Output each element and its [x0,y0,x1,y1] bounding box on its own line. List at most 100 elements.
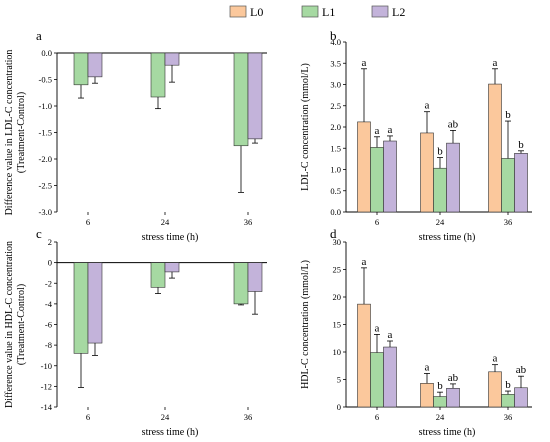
bar-l2-6 [383,346,397,408]
chart-panel-c: 2 0 -2 -4 -6 -8 -10 -12 -14 6 24 36 stress time (h) D… [4,226,267,438]
significance-label: a [362,256,367,268]
y-tick-label: -3.0 [39,207,52,217]
bar-l2-6 [87,262,103,344]
y-tick-label: -2.0 [39,154,52,164]
chart-panel-a: 0.0 -0.5 -1.0 -1.5 -2.0 -2.5 -3.0 6 24 36 stress t… [4,28,267,243]
x-tick-label: 6 [375,217,379,227]
significance-label: a [375,125,380,137]
bar-l1-24 [150,262,166,288]
y-tick-label: 20 [333,292,342,302]
y-tick-label: 4.0 [330,37,341,47]
panel-letter: d [330,226,337,241]
bar-l1-24 [433,396,447,408]
y-axis-label-line2: (Treatment-Control) [16,92,27,173]
bar-l1-24 [433,167,447,213]
significance-label: b [518,139,524,151]
panel-letter: c [36,226,42,241]
y-tick-label: 25 [333,265,342,275]
y-tick-label: -2 [45,278,52,288]
x-tick-label: 36 [504,217,513,227]
y-tick-label: 15 [333,320,342,330]
bar-l1-36 [233,52,249,147]
bar-l2-24 [446,387,460,408]
chart-panel-b: 0.00.51.01.52.02.53.03.54.0aa a6abab24abb… [300,28,532,243]
legend: L0 L1 L2 [229,5,405,19]
y-tick-label: 3.0 [330,80,341,90]
x-axis-label: stress time (h) [419,427,476,438]
legend-swatch-l0 [229,5,247,18]
significance-label: a [362,57,367,69]
y-tick-label: 1.0 [330,165,341,175]
bar-l1-24 [150,52,166,98]
bar-l2-36 [514,387,528,408]
bar-l1-36 [233,262,249,305]
y-axis-label: Difference value in LDL-C concentration(… [4,50,27,216]
significance-label: b [505,379,511,391]
y-tick-label: 10 [333,347,342,357]
y-tick-label: 3.5 [330,58,341,68]
x-tick-label: 24 [436,217,445,227]
bar-l1-6 [370,147,384,213]
x-tick-label: 6 [86,412,90,422]
bar-l0-24 [420,383,434,408]
x-tick-label: 24 [161,217,170,227]
significance-label: ab [448,118,459,130]
bar-l1-36 [501,158,515,213]
y-tick-label: 2 [48,237,52,247]
legend-label-l0: L0 [250,5,263,19]
x-axis-label: stress time (h) [142,427,199,438]
y-axis-label-line2: (Treatment-Control) [16,284,27,365]
y-tick-label: -12 [41,381,52,391]
significance-label: a [493,353,498,365]
y-tick-label: 2.5 [330,101,341,111]
legend-swatch-l1 [301,5,319,18]
significance-label: ab [448,372,459,384]
bar-l1-6 [73,52,89,86]
y-tick-label: 30 [333,237,342,247]
x-tick-label: 24 [436,412,445,422]
y-axis-label-text: HDL-C concentration (mmol/L) [300,260,311,389]
y-tick-label: 0.5 [330,186,341,196]
x-tick-label: 36 [504,412,513,422]
significance-label: a [375,322,380,334]
panel-letter: a [36,28,42,43]
x-axis-label: stress time (h) [142,232,199,243]
y-axis-label-text: LDL-C concentration (mmol/L) [300,63,311,191]
y-tick-label: -14 [41,402,53,412]
y-tick-label: -6 [45,320,52,330]
y-tick-label: 5 [337,375,341,385]
panel-letter: b [330,28,337,43]
x-tick-label: 6 [375,412,379,422]
x-tick-label: 24 [161,412,170,422]
bar-l2-36 [247,262,263,292]
y-axis-label: Difference value in HDL-C concentration(… [4,241,27,408]
bar-l0-24 [420,132,434,213]
bar-l2-6 [87,52,103,78]
y-axis-label-line1: Difference value in HDL-C concentration [4,241,15,408]
y-axis-label: LDL-C concentration (mmol/L) [300,63,311,191]
significance-label: b [505,109,511,121]
significance-label: ab [516,364,527,376]
x-tick-label: 6 [86,217,90,227]
x-tick-label: 36 [244,217,253,227]
legend-label-l2: L2 [392,5,405,19]
y-tick-label: 2.0 [330,122,341,132]
bar-l2-24 [164,262,180,273]
x-axis-label: stress time (h) [419,232,476,243]
significance-label: a [425,100,430,112]
y-tick-label: 0 [48,258,52,268]
significance-label: a [388,329,393,341]
y-axis-label: HDL-C concentration (mmol/L) [300,260,311,389]
bar-l0-36 [488,83,502,213]
significance-label: a [493,57,498,69]
legend-swatch-l2 [371,5,389,18]
y-tick-label: -1.5 [39,128,52,138]
y-tick-label: -1.0 [39,101,52,111]
legend-label-l1: L1 [322,5,335,19]
panels: 0.0 -0.5 -1.0 -1.5 -2.0 -2.5 -3.0 6 24 36 stress t… [4,28,532,438]
bar-l1-6 [73,262,89,354]
significance-label: b [437,380,443,392]
x-tick-label: 36 [244,412,253,422]
bar-l2-36 [514,153,528,213]
